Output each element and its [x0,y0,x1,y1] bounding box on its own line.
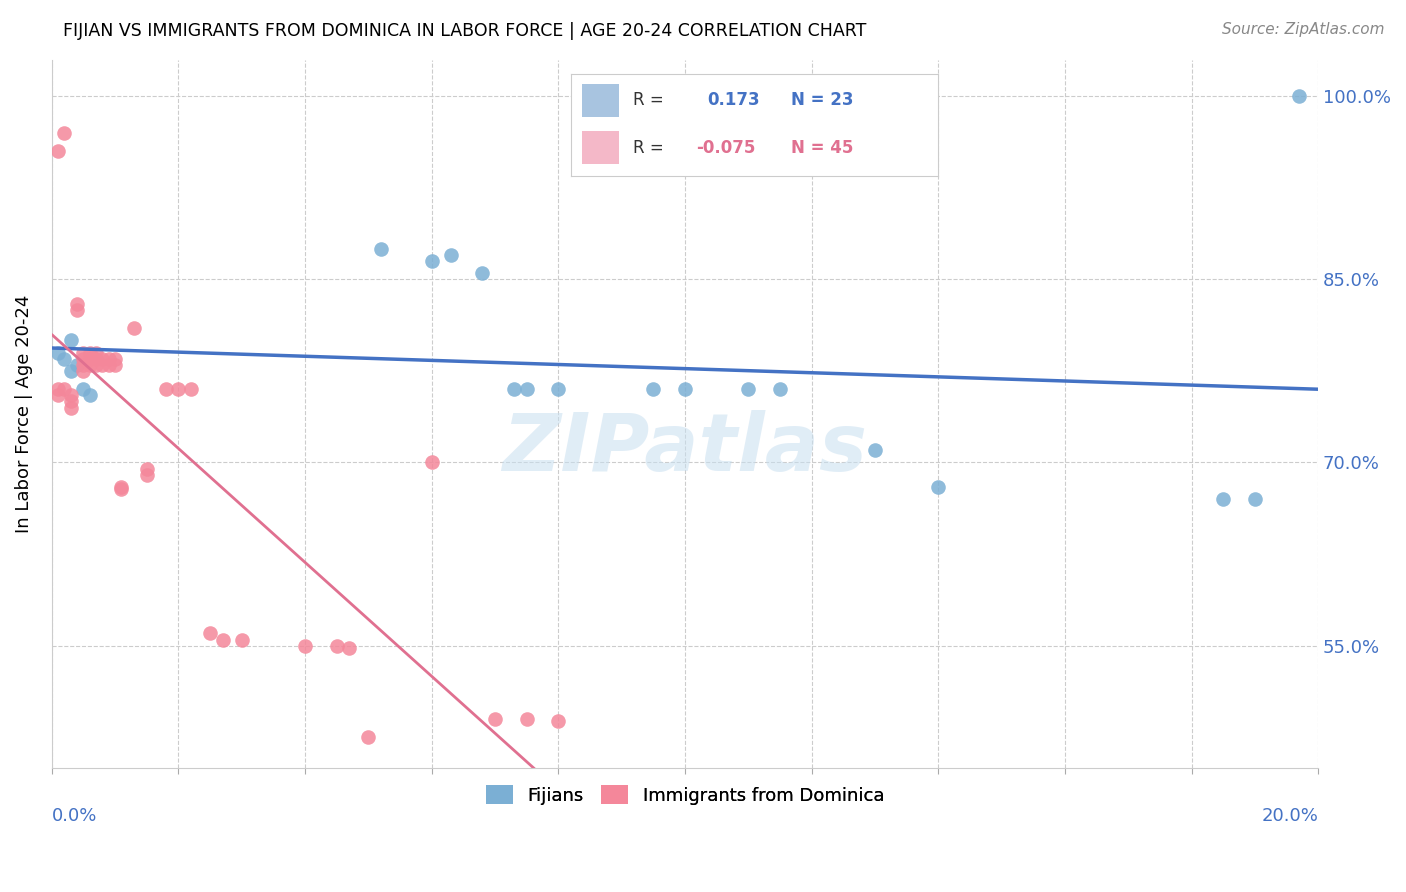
Point [53,126,76,140]
Point [547,714,569,729]
Text: ZIPatlas: ZIPatlas [502,410,868,488]
Point [53,351,76,366]
Point [84,358,107,372]
Point [79,358,101,372]
Point [59,364,82,378]
Point [122,321,145,335]
Point [46,144,69,158]
Point [84,345,107,359]
Point [231,632,253,647]
Point [769,382,792,396]
Point [167,382,190,396]
Point [59,334,82,348]
Point [357,730,380,744]
Point [211,632,233,647]
Point [79,345,101,359]
Point [91,358,114,372]
Point [484,712,506,726]
Point [97,351,120,366]
Point [46,388,69,402]
Point [66,358,89,372]
Point [59,394,82,409]
Point [927,480,949,494]
Point [863,443,886,458]
Point [337,641,360,656]
Point [673,382,696,396]
Text: FIJIAN VS IMMIGRANTS FROM DOMINICA IN LABOR FORCE | AGE 20-24 CORRELATION CHART: FIJIAN VS IMMIGRANTS FROM DOMINICA IN LA… [63,22,866,40]
Legend: Fijians, Immigrants from Dominica: Fijians, Immigrants from Dominica [478,778,891,812]
Point [1288,89,1310,103]
Point [104,351,127,366]
Point [420,455,443,469]
Point [180,382,202,396]
Point [135,461,157,475]
Point [72,382,94,396]
Point [79,351,101,366]
Point [91,351,114,366]
Point [97,358,120,372]
Point [53,382,76,396]
Point [516,712,538,726]
Text: 20.0%: 20.0% [1261,806,1319,824]
Point [370,242,392,256]
Point [420,254,443,268]
Point [72,351,94,366]
Text: 0.0%: 0.0% [52,806,97,824]
Point [1243,492,1265,507]
Point [198,626,221,640]
Point [59,388,82,402]
Point [110,483,132,497]
Point [72,345,94,359]
Point [325,639,347,653]
Point [72,358,94,372]
Point [46,382,69,396]
Point [110,480,132,494]
Point [440,248,463,262]
Point [66,297,89,311]
Point [547,382,569,396]
Point [135,467,157,482]
Point [46,345,69,359]
Point [503,382,526,396]
Point [104,358,127,372]
Point [471,266,494,280]
Point [59,401,82,415]
Y-axis label: In Labor Force | Age 20-24: In Labor Force | Age 20-24 [15,294,32,533]
Point [66,302,89,317]
Point [79,388,101,402]
Point [643,382,665,396]
Point [516,382,538,396]
Point [294,639,316,653]
Point [1212,492,1234,507]
Point [155,382,177,396]
Point [737,382,759,396]
Point [72,364,94,378]
Point [84,351,107,366]
Text: Source: ZipAtlas.com: Source: ZipAtlas.com [1222,22,1385,37]
